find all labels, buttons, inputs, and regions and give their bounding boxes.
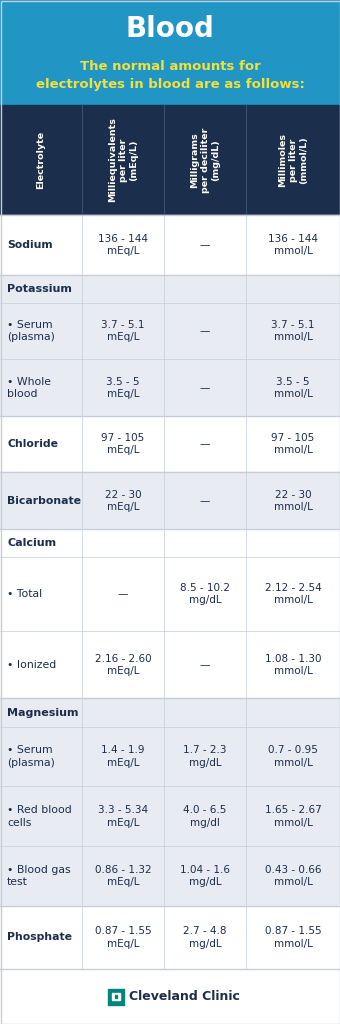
Text: 2.16 - 2.60
mEq/L: 2.16 - 2.60 mEq/L: [95, 653, 151, 676]
Text: 22 - 30
mmol/L: 22 - 30 mmol/L: [274, 489, 312, 512]
Text: —: —: [200, 496, 210, 506]
Bar: [0, 529, 340, 557]
Text: —: —: [200, 327, 210, 336]
Text: • Total: • Total: [7, 589, 42, 599]
Text: 0.7 - 0.95
mmol/L: 0.7 - 0.95 mmol/L: [268, 745, 318, 768]
Bar: [0, 727, 340, 786]
Text: 1.65 - 2.67
mmol/L: 1.65 - 2.67 mmol/L: [265, 805, 321, 827]
Bar: [0, 846, 340, 906]
Text: —: —: [200, 240, 210, 250]
Text: —: —: [200, 439, 210, 450]
Text: 97 - 105
mEq/L: 97 - 105 mEq/L: [101, 433, 144, 456]
Text: • Red blood
cells: • Red blood cells: [7, 805, 72, 827]
Bar: [0, 698, 340, 727]
Text: 2.12 - 2.54
mmol/L: 2.12 - 2.54 mmol/L: [265, 583, 321, 605]
Text: 1.08 - 1.30
mmol/L: 1.08 - 1.30 mmol/L: [265, 653, 321, 676]
Text: Bicarbonate: Bicarbonate: [7, 496, 81, 506]
Bar: [0, 969, 340, 1024]
Bar: [0, 472, 340, 529]
Text: • Ionized: • Ionized: [7, 659, 56, 670]
Text: 136 - 144
mEq/L: 136 - 144 mEq/L: [98, 233, 148, 256]
Bar: [0, 786, 340, 846]
Text: 22 - 30
mEq/L: 22 - 30 mEq/L: [105, 489, 141, 512]
Text: 3.7 - 5.1
mmol/L: 3.7 - 5.1 mmol/L: [271, 321, 315, 342]
Text: • Blood gas
test: • Blood gas test: [7, 865, 71, 888]
Text: Electrolyte: Electrolyte: [36, 131, 46, 189]
Text: 1.04 - 1.6
mg/dL: 1.04 - 1.6 mg/dL: [180, 865, 230, 888]
Text: 3.3 - 5.34
mEq/L: 3.3 - 5.34 mEq/L: [98, 805, 148, 827]
Text: —: —: [118, 589, 128, 599]
Text: • Serum
(plasma): • Serum (plasma): [7, 321, 55, 342]
Bar: [0, 416, 340, 472]
Bar: [108, 988, 124, 1005]
Text: • Serum
(plasma): • Serum (plasma): [7, 745, 55, 768]
Text: Calcium: Calcium: [7, 538, 56, 548]
Text: Chloride: Chloride: [7, 439, 58, 450]
Bar: [0, 557, 340, 631]
Text: 0.87 - 1.55
mmol/L: 0.87 - 1.55 mmol/L: [265, 927, 321, 948]
Text: Cleveland Clinic: Cleveland Clinic: [129, 990, 240, 1002]
Text: 4.0 - 6.5
mg/dl: 4.0 - 6.5 mg/dl: [183, 805, 227, 827]
Text: Milliequivalents
per liter
(mEq/L): Milliequivalents per liter (mEq/L): [108, 118, 138, 203]
Bar: [0, 105, 340, 215]
Text: 3.7 - 5.1
mEq/L: 3.7 - 5.1 mEq/L: [101, 321, 145, 342]
Bar: [0, 359, 340, 416]
Text: 3.5 - 5
mEq/L: 3.5 - 5 mEq/L: [106, 377, 140, 399]
Bar: [0, 274, 340, 303]
Text: 3.5 - 5
mmol/L: 3.5 - 5 mmol/L: [274, 377, 312, 399]
Text: Potassium: Potassium: [7, 284, 72, 294]
Text: Millimoles
per liter
(mmol/L): Millimoles per liter (mmol/L): [278, 133, 308, 187]
Bar: [0, 303, 340, 359]
Text: 0.43 - 0.66
mmol/L: 0.43 - 0.66 mmol/L: [265, 865, 321, 888]
Text: —: —: [200, 659, 210, 670]
Bar: [115, 995, 117, 997]
Bar: [113, 993, 120, 1000]
Text: 2.7 - 4.8
mg/dL: 2.7 - 4.8 mg/dL: [183, 927, 227, 948]
Text: Sodium: Sodium: [7, 240, 53, 250]
Bar: [0, 215, 340, 274]
Text: —: —: [200, 383, 210, 393]
Bar: [0, 631, 340, 698]
Text: 1.7 - 2.3
mg/dL: 1.7 - 2.3 mg/dL: [183, 745, 227, 768]
Text: 1.4 - 1.9
mEq/L: 1.4 - 1.9 mEq/L: [101, 745, 145, 768]
Text: 97 - 105
mmol/L: 97 - 105 mmol/L: [271, 433, 314, 456]
Bar: [0, 906, 340, 969]
Text: Magnesium: Magnesium: [7, 708, 79, 718]
Text: 8.5 - 10.2
mg/dL: 8.5 - 10.2 mg/dL: [180, 583, 230, 605]
Bar: [0, 0, 340, 105]
Text: Blood: Blood: [125, 15, 215, 43]
Text: 136 - 144
mmol/L: 136 - 144 mmol/L: [268, 233, 318, 256]
Text: • Whole
blood: • Whole blood: [7, 377, 51, 399]
Text: Phosphate: Phosphate: [7, 933, 72, 942]
Text: Milligrams
per deciliter
(mg/dL): Milligrams per deciliter (mg/dL): [190, 127, 220, 193]
Text: 0.87 - 1.55
mEq/L: 0.87 - 1.55 mEq/L: [95, 927, 151, 948]
Text: The normal amounts for
electrolytes in blood are as follows:: The normal amounts for electrolytes in b…: [36, 60, 304, 91]
Text: 0.86 - 1.32
mEq/L: 0.86 - 1.32 mEq/L: [95, 865, 151, 888]
